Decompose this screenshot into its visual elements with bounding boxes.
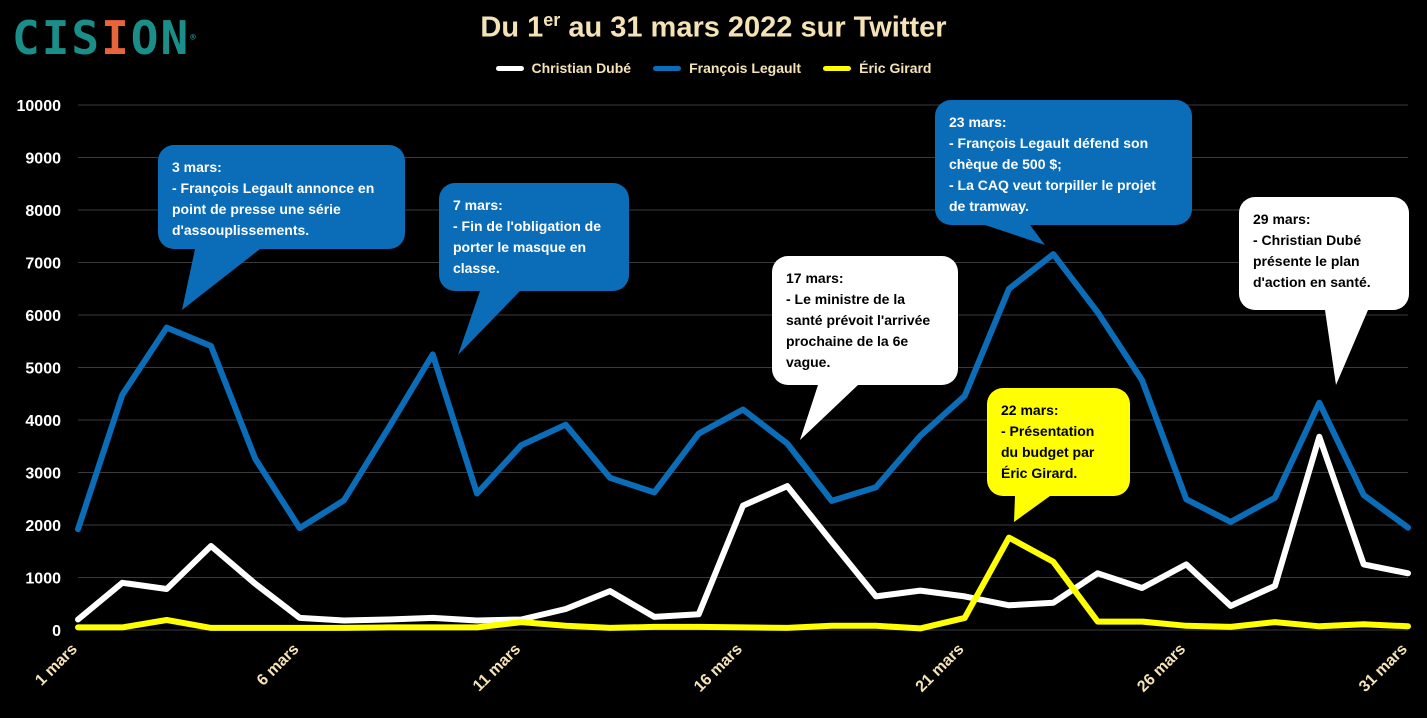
- annotation-line: vague.: [786, 354, 831, 370]
- annotation-line: de tramway.: [949, 198, 1029, 214]
- title-prefix: Du 1: [480, 11, 544, 44]
- annotation-line: 23 mars:: [949, 114, 1007, 130]
- legend-item-dube: Christian Dubé: [495, 60, 632, 76]
- callout-pointer: [800, 385, 858, 440]
- annotation-line: Éric Girard.: [1001, 465, 1078, 481]
- callout-pointers: [182, 225, 1368, 522]
- annotation-line: - Christian Dubé: [1253, 232, 1362, 248]
- title-suffix: au 31 mars 2022 sur Twitter: [560, 11, 947, 44]
- legend-label-dube: Christian Dubé: [531, 60, 632, 76]
- annotation-line: santé prévoit l'arrivée: [786, 312, 931, 328]
- legend-item-legault: François Legault: [653, 60, 801, 76]
- x-tick-label: 11 mars: [470, 641, 524, 695]
- x-tick-label: 21 mars: [913, 641, 968, 696]
- annotation-line: 7 mars:: [453, 197, 503, 213]
- y-tick-label: 0: [52, 623, 61, 640]
- annotation-line: du budget par: [1001, 444, 1095, 460]
- callout-pointer: [182, 249, 260, 310]
- annotation-mar29: 29 mars: - Christian Dubé présente le plan…: [1239, 197, 1409, 310]
- annotation-line: présente le plan: [1253, 253, 1360, 269]
- legend-label-legault: François Legault: [689, 60, 802, 76]
- annotation-line: chèque de 500 $;: [949, 156, 1062, 172]
- y-tick-label: 4000: [25, 413, 61, 430]
- y-tick-label: 8000: [25, 203, 61, 220]
- annotation-line: - François Legault défend son: [949, 135, 1149, 151]
- x-tick-label: 31 mars: [1356, 641, 1411, 696]
- annotation-line: 22 mars:: [1001, 402, 1059, 418]
- callout-pointer: [1325, 310, 1368, 385]
- annotation-line: porter le masque en: [453, 239, 587, 255]
- x-tick-label: 1 mars: [32, 641, 81, 690]
- legend-swatch-dube: [495, 65, 524, 71]
- chart-legend: Christian Dubé François Legault Éric Gir…: [0, 60, 1427, 76]
- annotation-line: - François Legault annonce en: [172, 180, 375, 196]
- series-line-legault: [75, 251, 1411, 533]
- y-tick-label: 9000: [25, 151, 61, 168]
- y-axis: 0 1000 2000 3000 4000 5000 6000 7000 8000 9000 100…: [17, 98, 62, 640]
- annotation-line: - Présentation: [1001, 423, 1095, 439]
- annotation-line: 29 mars:: [1253, 211, 1311, 227]
- legend-item-girard: Éric Girard: [823, 60, 931, 76]
- annotation-mar17: 17 mars: - Le ministre de la santé prévoit…: [772, 256, 958, 385]
- x-tick-label: 26 mars: [1134, 641, 1189, 696]
- annotation-line: - Le ministre de la: [786, 291, 906, 307]
- legend-swatch-girard: [823, 65, 852, 71]
- annotation-mar7: 7 mars: - Fin de l'obligation de porter le…: [439, 183, 629, 291]
- annotation-line: point de presse une série: [172, 201, 341, 217]
- y-tick-label: 3000: [25, 466, 61, 483]
- y-tick-label: 1000: [25, 571, 61, 588]
- annotation-mar3: 3 mars: - François Legault annonce en poin…: [158, 145, 405, 249]
- callout-pointer: [985, 225, 1045, 245]
- legend-swatch-legault: [653, 65, 682, 71]
- y-tick-label: 6000: [25, 308, 61, 325]
- cision-logo: CISION®: [12, 11, 198, 65]
- y-tick-label: 5000: [25, 361, 61, 378]
- callout-pointer: [1014, 496, 1050, 522]
- annotation-line: 3 mars:: [172, 159, 222, 175]
- y-tick-label: 2000: [25, 518, 61, 535]
- series-lines: [75, 251, 1411, 632]
- y-tick-label: 7000: [25, 256, 61, 273]
- title-superscript: er: [543, 10, 561, 30]
- annotation-line: classe.: [453, 260, 500, 276]
- x-tick-label: 6 mars: [254, 641, 303, 690]
- annotation-line: - Fin de l'obligation de: [453, 218, 601, 234]
- series-line-dube: [75, 433, 1411, 624]
- x-tick-label: 16 mars: [691, 641, 746, 696]
- series-line-girard: [75, 534, 1411, 632]
- y-tick-label: 10000: [17, 98, 62, 115]
- annotation-line: - La CAQ veut torpiller le projet: [949, 177, 1156, 193]
- annotation-line: prochaine de la 6e: [786, 333, 909, 349]
- annotation-line: d'assouplissements.: [172, 222, 310, 238]
- x-axis: 1 mars 6 mars 11 mars 16 mars 21 mars 26 mars…: [32, 641, 1411, 696]
- annotation-line: 17 mars:: [786, 270, 844, 286]
- annotation-mar22: 22 mars: - Présentation du budget par Éric …: [987, 388, 1130, 496]
- callout-pointer: [458, 291, 520, 355]
- chart-title: Du 1er au 31 mars 2022 sur Twitter: [0, 10, 1427, 45]
- legend-label-girard: Éric Girard: [859, 60, 932, 76]
- annotation-mar23: 23 mars: - François Legault défend son chè…: [935, 100, 1192, 225]
- annotation-line: d'action en santé.: [1253, 274, 1371, 290]
